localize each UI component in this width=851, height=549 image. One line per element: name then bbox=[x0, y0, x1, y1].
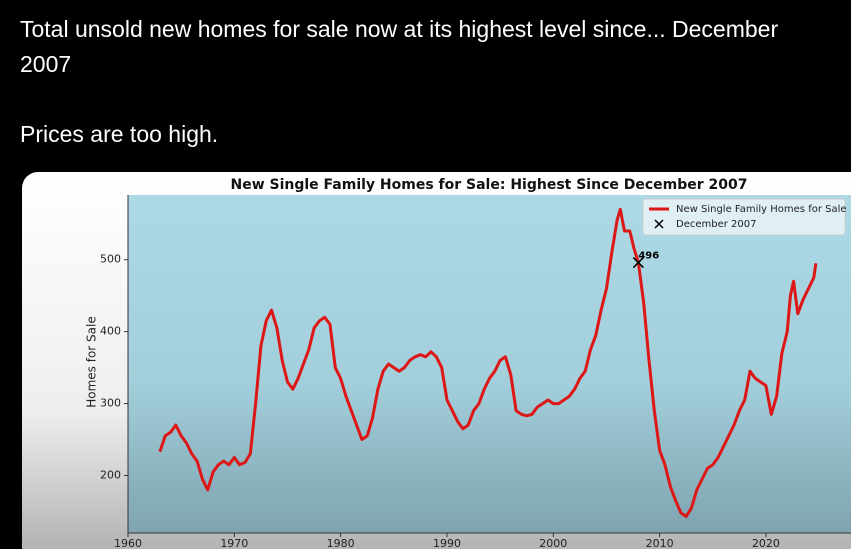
y-tick-label: 300 bbox=[100, 397, 121, 410]
x-tick-label: 1990 bbox=[433, 537, 461, 549]
x-tick-label: 1980 bbox=[327, 537, 355, 549]
post-text: Total unsold new homes for sale now at i… bbox=[20, 12, 780, 187]
chart-title: New Single Family Homes for Sale: Highes… bbox=[230, 177, 747, 193]
marker-label: 496 bbox=[638, 251, 659, 262]
marker-x bbox=[632, 257, 644, 269]
legend-marker bbox=[654, 219, 664, 229]
x-tick-label: 2020 bbox=[752, 537, 780, 549]
post-paragraph: Prices are too high. bbox=[20, 121, 219, 147]
y-tick-label: 500 bbox=[100, 253, 121, 266]
legend-box bbox=[642, 198, 846, 236]
legend-label: December 2007 bbox=[676, 219, 756, 230]
legend-label: New Single Family Homes for Sale bbox=[676, 204, 847, 215]
x-tick-label: 1970 bbox=[220, 537, 248, 549]
y-axis-label: Homes for Sale bbox=[85, 316, 99, 408]
x-tick-label: 2000 bbox=[539, 537, 567, 549]
y-tick-label: 400 bbox=[100, 325, 121, 338]
y-tick-label: 200 bbox=[100, 468, 121, 481]
x-tick-label: 2010 bbox=[646, 537, 674, 549]
post-paragraph: Total unsold new homes for sale now at i… bbox=[20, 16, 779, 77]
plot-area bbox=[128, 195, 851, 533]
x-tick-label: 1960 bbox=[114, 537, 142, 549]
series-line bbox=[158, 207, 818, 518]
